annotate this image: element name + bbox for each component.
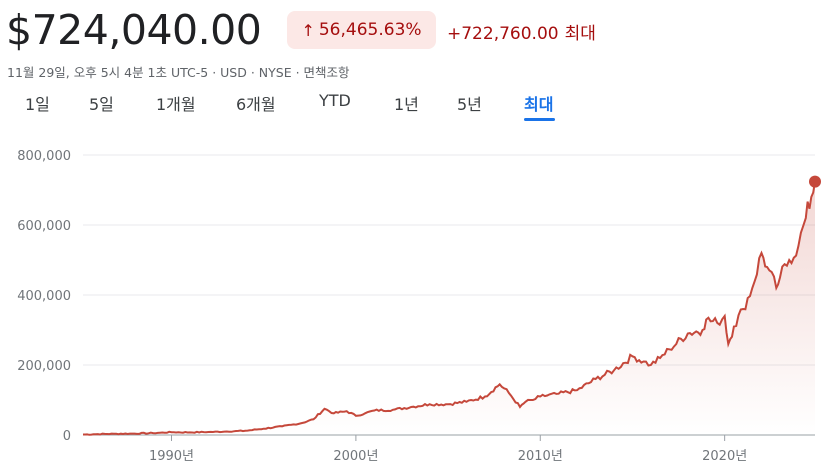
absolute-change-value: +722,760.00 <box>447 24 559 44</box>
x-tick-label: 2010년 <box>518 449 563 464</box>
current-price: $724,040.00 <box>6 6 262 54</box>
price-meta: 11월 29일, 오후 5시 4분 1초 UTC-5 · USD · NYSE … <box>7 65 350 80</box>
y-axis: 0 200,000 400,000 600,000 800,000 <box>17 149 71 444</box>
price-chart[interactable]: 0 200,000 400,000 600,000 800,000 1990년 2000년… <box>0 140 823 470</box>
x-tick-label: 1990년 <box>149 449 194 464</box>
tab-5d[interactable]: 5일 <box>89 95 114 114</box>
tab-ytd[interactable]: YTD <box>319 91 351 110</box>
tab-6m[interactable]: 6개월 <box>236 95 276 114</box>
price-area <box>83 181 815 435</box>
tab-max[interactable]: 최대 <box>524 95 554 114</box>
y-tick-label: 0 <box>63 429 71 444</box>
percent-change-badge: ↑ 56,465.63% <box>287 11 436 49</box>
x-tick-label: 2020년 <box>702 449 747 464</box>
last-price-point[interactable] <box>809 175 821 188</box>
absolute-change: +722,760.00 최대 <box>447 19 596 44</box>
x-axis: 1990년 2000년 2010년 2020년 <box>149 435 747 464</box>
tab-5y[interactable]: 5년 <box>457 95 482 114</box>
range-tabs: 1일 5일 1개월 6개월 YTD 1년 5년 최대 <box>0 91 823 123</box>
active-tab-underline <box>524 118 555 121</box>
x-tick-label: 2000년 <box>333 449 378 464</box>
arrow-up-icon: ↑ <box>301 20 315 40</box>
y-tick-label: 200,000 <box>17 359 71 374</box>
tab-1m[interactable]: 1개월 <box>156 95 196 114</box>
tab-1d[interactable]: 1일 <box>25 95 50 114</box>
tab-1y[interactable]: 1년 <box>394 95 419 114</box>
period-label: 최대 <box>564 24 596 44</box>
price-line <box>83 181 816 436</box>
percent-change: 56,465.63% <box>318 20 422 40</box>
y-tick-label: 800,000 <box>17 149 71 164</box>
y-tick-label: 400,000 <box>17 289 71 304</box>
y-tick-label: 600,000 <box>17 219 71 234</box>
